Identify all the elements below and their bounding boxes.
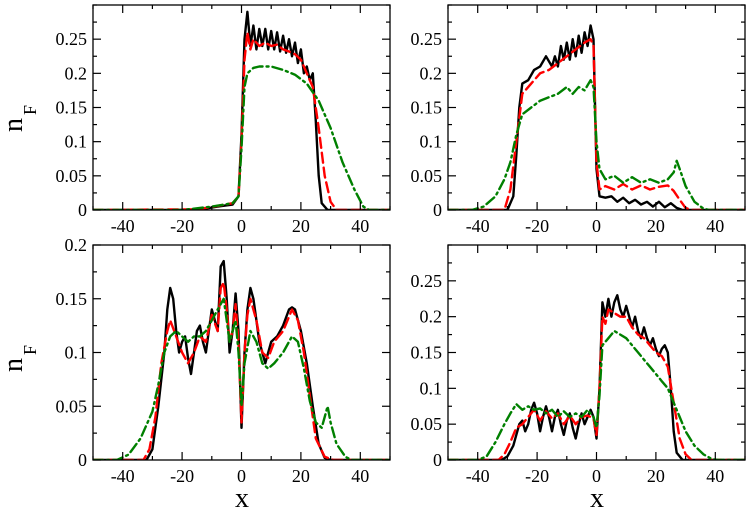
y-tick-label: 0.2 <box>420 63 443 83</box>
y-tick-label: 0.15 <box>411 343 443 363</box>
x-tick-label: 40 <box>706 216 724 236</box>
panel-top-left: -40 -20 0 20 40 0 0.05 0.1 0.15 0.2 0.25 <box>56 4 391 236</box>
x-tick-label: -40 <box>466 466 490 486</box>
series-line-1 <box>448 24 745 210</box>
y-tick-label: 0.15 <box>411 98 443 118</box>
x-tick-label: 20 <box>292 216 310 236</box>
y-tick-label: 0 <box>433 200 442 220</box>
y-tick-label: 0.15 <box>56 98 88 118</box>
bottom-right-xlabel: x <box>590 483 604 511</box>
x-tick-label: 0 <box>592 466 601 486</box>
x-tick-label: -40 <box>466 216 490 236</box>
top-ylabel-main: n <box>0 118 29 132</box>
y-tick-label: 0.2 <box>65 63 88 83</box>
bottom-ylabel: n F <box>0 345 40 372</box>
series-line-3 <box>93 297 390 460</box>
y-tick-label: 0.05 <box>56 396 88 416</box>
x-tick-label: 40 <box>706 466 724 486</box>
y-tick-label: 0.25 <box>56 29 88 49</box>
y-tick-label: 0.05 <box>56 166 88 186</box>
y-tick-label: 0.05 <box>411 414 443 434</box>
x-tick-label: 20 <box>647 216 665 236</box>
x-tick-label: 40 <box>351 216 369 236</box>
x-tick-label: 20 <box>292 466 310 486</box>
x-tick-label: 0 <box>592 216 601 236</box>
panel-bottom-left: -40 -20 0 20 40 0 0.05 0.1 0.15 0.2 <box>56 235 391 486</box>
x-tick-label: -20 <box>170 466 194 486</box>
series-line-2 <box>93 281 390 460</box>
series-line-3 <box>93 65 390 210</box>
series-line-2 <box>93 31 390 210</box>
x-tick-label: -20 <box>525 466 549 486</box>
y-tick-label: 0.25 <box>411 271 443 291</box>
series-line-3 <box>448 329 745 460</box>
y-tick-label: 0 <box>78 200 87 220</box>
y-tick-label: 0 <box>78 450 87 470</box>
y-tick-label: 0.1 <box>65 343 88 363</box>
x-tick-label: 0 <box>237 216 246 236</box>
series-line-3 <box>448 79 745 210</box>
y-tick-label: 0 <box>433 450 442 470</box>
x-tick-label: -40 <box>111 216 135 236</box>
y-tick-label: 0.1 <box>420 132 443 152</box>
series-line-1 <box>93 259 390 460</box>
y-tick-label: 0.15 <box>56 289 88 309</box>
top-ylabel: n F <box>0 105 40 132</box>
x-tick-label: -20 <box>170 216 194 236</box>
y-tick-label: 0.25 <box>411 29 443 49</box>
series-line-2 <box>448 38 745 210</box>
bottom-ylabel-main: n <box>0 358 29 372</box>
x-tick-label: 20 <box>647 466 665 486</box>
x-tick-label: 0 <box>237 466 246 486</box>
panel-top-right: -40 -20 0 20 40 0 0.05 0.1 0.15 0.2 0.25 <box>411 4 746 236</box>
y-tick-label: 0.2 <box>65 235 88 255</box>
y-tick-label: 0.1 <box>420 378 443 398</box>
y-tick-label: 0.05 <box>411 166 443 186</box>
x-tick-label: -20 <box>525 216 549 236</box>
bottom-left-xlabel: x <box>235 483 249 511</box>
bottom-ylabel-sub: F <box>20 345 40 355</box>
y-tick-label: 0.2 <box>420 307 443 327</box>
x-tick-label: -40 <box>111 466 135 486</box>
panel-bottom-right: -40 -20 0 20 40 0 0.05 0.1 0.15 0.2 0.25 <box>411 244 746 486</box>
x-tick-label: 40 <box>351 466 369 486</box>
top-ylabel-sub: F <box>20 105 40 115</box>
y-tick-label: 0.1 <box>65 132 88 152</box>
